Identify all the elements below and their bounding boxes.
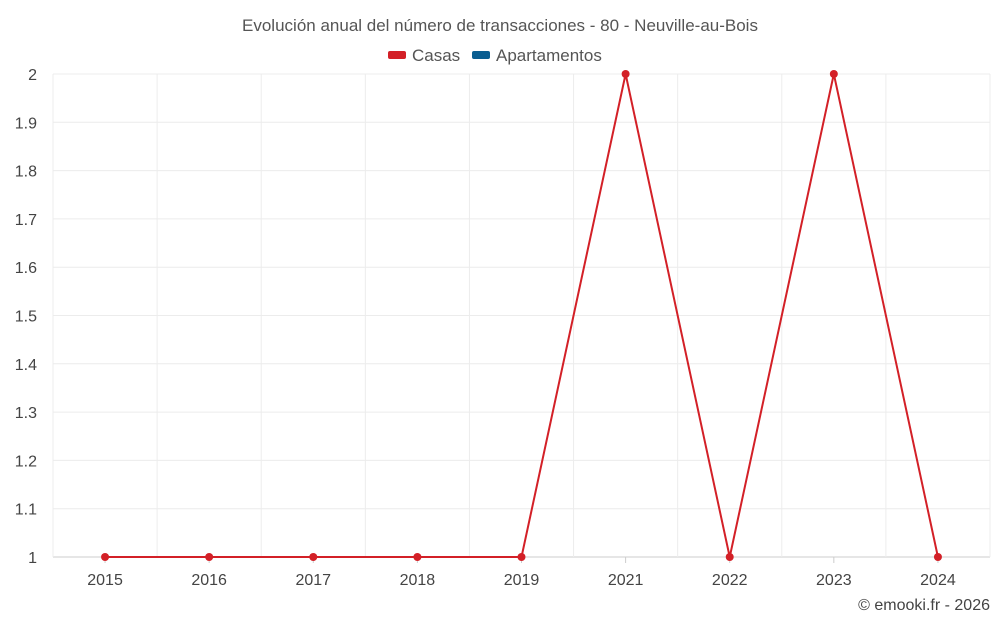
data-point[interactable] xyxy=(205,553,214,561)
y-tick-label: 1.2 xyxy=(15,453,37,470)
y-tick-label: 1.9 xyxy=(15,115,37,132)
data-point[interactable] xyxy=(517,553,526,561)
x-tick-label: 2018 xyxy=(400,572,436,589)
legend-swatch-apartamentos xyxy=(472,51,490,59)
data-point[interactable] xyxy=(725,553,734,561)
x-tick-label: 2015 xyxy=(87,572,123,589)
x-tick-label: 2024 xyxy=(920,572,956,589)
series-layer xyxy=(101,70,942,561)
y-tick-label: 1.3 xyxy=(15,405,37,422)
y-axis: 1 1.1 1.2 1.3 1.4 1.5 1.6 1.7 1.8 1.9 2 xyxy=(15,67,37,567)
x-tick-label: 2019 xyxy=(504,572,540,589)
legend-label-casas: Casas xyxy=(412,46,460,65)
y-tick-label: 1.4 xyxy=(15,357,37,374)
credit-text: © emooki.fr - 2026 xyxy=(858,597,990,614)
y-tick-label: 1.5 xyxy=(15,309,37,326)
legend-swatch-casas xyxy=(388,51,406,59)
x-tick-label: 2023 xyxy=(816,572,852,589)
legend-label-apartamentos: Apartamentos xyxy=(496,46,602,65)
y-tick-label: 1.8 xyxy=(15,164,37,181)
y-tick-label: 1.1 xyxy=(15,502,37,519)
data-point[interactable] xyxy=(933,553,942,561)
data-point[interactable] xyxy=(101,553,110,561)
y-tick-label: 1.6 xyxy=(15,260,37,277)
x-tick-label: 2022 xyxy=(712,572,748,589)
legend-item-apartamentos[interactable]: Apartamentos xyxy=(472,46,602,65)
data-point[interactable] xyxy=(829,70,838,78)
x-tick-label: 2016 xyxy=(191,572,227,589)
data-point[interactable] xyxy=(621,70,630,78)
legend-item-casas[interactable]: Casas xyxy=(388,46,460,65)
y-tick-label: 1 xyxy=(28,550,37,567)
x-tick-label: 2017 xyxy=(295,572,331,589)
x-axis: 2015 2016 2017 2018 2019 2021 2022 2023 2024 xyxy=(87,557,956,589)
chart-title: Evolución anual del número de transaccio… xyxy=(242,16,758,35)
y-tick-label: 2 xyxy=(28,67,37,84)
legend: Casas Apartamentos xyxy=(388,46,602,65)
data-point[interactable] xyxy=(309,553,318,561)
y-tick-label: 1.7 xyxy=(15,212,37,229)
data-point[interactable] xyxy=(413,553,422,561)
x-tick-label: 2021 xyxy=(608,572,644,589)
